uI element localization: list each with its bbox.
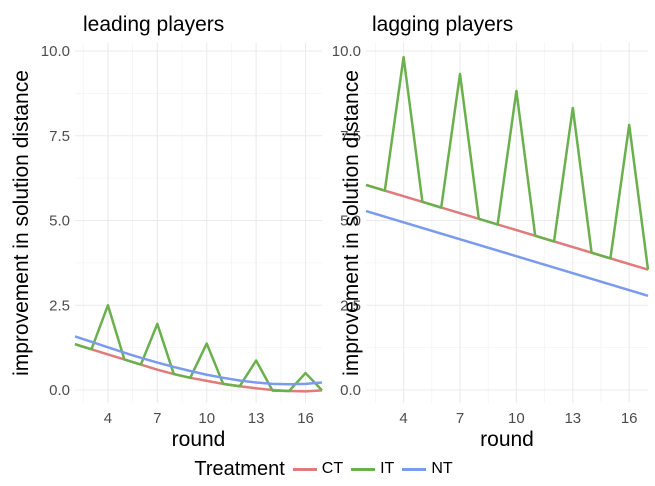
legend-item-ct: CT — [292, 460, 344, 478]
y-axis-title: improvement in solution distance — [340, 70, 363, 376]
y-tick-label: 5.0 — [340, 213, 361, 230]
y-tick-label: 2.5 — [49, 297, 70, 314]
y-tick-label: 10.0 — [41, 43, 70, 60]
series-line-it — [74, 304, 323, 393]
y-tick-label: 0.0 — [340, 382, 361, 399]
x-tick-label: 16 — [297, 410, 314, 427]
legend-item-nt: NT — [402, 460, 453, 478]
y-tick-label: 2.5 — [340, 297, 361, 314]
legend: Treatment CT IT NT — [0, 452, 655, 486]
legend-item-it: IT — [351, 460, 394, 478]
panel-title: lagging players — [372, 13, 513, 36]
y-tick-label: 0.0 — [49, 382, 70, 399]
legend-swatch-ct — [292, 467, 317, 471]
x-axis-title: round — [480, 428, 534, 451]
legend-label-nt: NT — [431, 460, 453, 477]
x-tick-label: 7 — [456, 410, 464, 427]
legend-title: Treatment — [194, 457, 285, 480]
x-tick-label: 16 — [621, 410, 638, 427]
panel-lagging-players: 0.0 2.5 5.0 7.5 10.0 4 7 10 13 16 lagging players r… — [332, 13, 650, 451]
series-line-nt — [365, 209, 649, 297]
x-tick-label: 7 — [153, 410, 161, 427]
legend-label-ct: CT — [321, 460, 344, 477]
x-tick-label: 13 — [564, 410, 581, 427]
y-tick-label: 7.5 — [49, 128, 70, 145]
x-axis-title: round — [172, 428, 226, 451]
y-tick-label: 5.0 — [49, 213, 70, 230]
legend-swatch-nt — [402, 467, 427, 471]
x-tick-label: 10 — [508, 410, 525, 427]
series-line-it — [365, 55, 650, 270]
x-tick-label: 4 — [399, 410, 407, 427]
x-tick-label: 13 — [248, 410, 265, 427]
x-tick-label: 4 — [104, 410, 112, 427]
panel-title: leading players — [83, 13, 224, 36]
series-line-nt — [74, 335, 323, 386]
y-axis-title: improvement in solution distance — [10, 70, 33, 376]
panel-leading-players: 0.0 2.5 5.0 7.5 10.0 4 7 10 13 16 leading players r… — [10, 13, 323, 451]
y-tick-label: 7.5 — [340, 128, 361, 145]
legend-swatch-it — [351, 467, 376, 471]
y-tick-label: 10.0 — [332, 43, 361, 60]
x-tick-label: 10 — [198, 410, 215, 427]
legend-label-it: IT — [380, 460, 395, 477]
